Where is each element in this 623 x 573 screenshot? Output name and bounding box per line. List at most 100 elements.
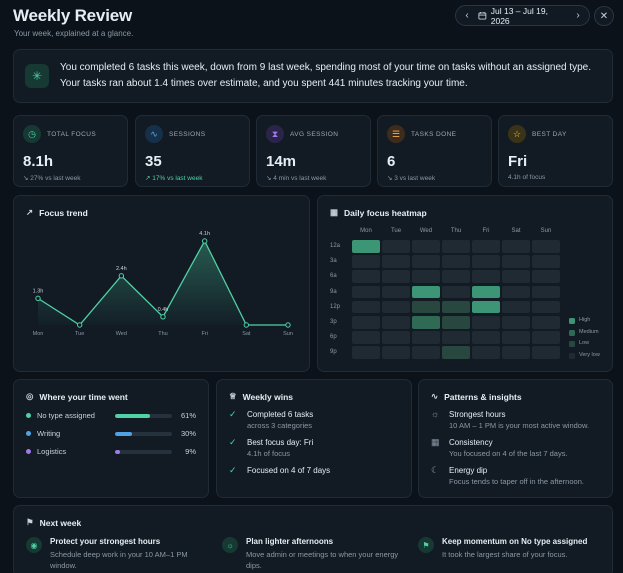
heatmap-cell — [412, 300, 440, 314]
stat-label: BEST DAY — [532, 130, 567, 138]
trend-point — [160, 314, 166, 320]
heatmap-cell — [442, 331, 470, 344]
close-button[interactable]: ✕ — [594, 6, 614, 26]
heatmap-cell — [502, 240, 530, 253]
stat-best-day: ☆ BEST DAY Fri 4.1h of focus — [498, 115, 613, 187]
heatmap-cell — [382, 270, 410, 284]
heatmap-legend-label: Very low — [579, 351, 600, 358]
stat-total-focus: ◷ TOTAL FOCUS 8.1h ↘ 27% vs last week — [13, 115, 128, 187]
heatmap-cell — [382, 255, 410, 268]
heatmap-cell — [412, 255, 440, 268]
heatmap-cell — [412, 316, 440, 329]
moon-icon: ☾ — [431, 465, 440, 475]
heatmap-grid: Mon Tue Wed Thu Fri Sat Sun 12a 3a 6a 9a 12p 3p 6p 9p H… — [318, 196, 612, 371]
trend-data-label: 4.1h — [199, 231, 210, 237]
stat-value: 6 — [387, 153, 396, 170]
heatmap-cell — [412, 331, 440, 344]
heatmap-hour-label: 9p — [330, 349, 337, 356]
heatmap-hour-label: 3a — [330, 258, 337, 265]
trend-data-label: 0.4h — [158, 307, 169, 313]
stat-label: TOTAL FOCUS — [47, 130, 97, 138]
chevron-right-icon[interactable]: › — [576, 10, 580, 21]
heatmap-cell — [442, 270, 470, 284]
heatmap-legend-label: High — [579, 317, 591, 323]
stat-tasks-done: ☰ TASKS DONE 6 ↘ 3 vs last week — [377, 115, 492, 187]
chevron-left-icon[interactable]: ‹ — [465, 10, 469, 21]
win-title: Completed 6 tasks — [247, 410, 314, 419]
next-week-card: ⚑ Next week ◉ Protect your strongest hours… — [13, 505, 613, 573]
trend-x-tick: Sat — [242, 331, 251, 337]
check-circle-icon: ✓ — [229, 409, 237, 419]
heatmap-cell — [502, 346, 530, 360]
heatmap-title: Daily focus heatmap — [344, 207, 427, 218]
heatmap-cell — [502, 255, 530, 268]
heatmap-cell — [442, 285, 470, 299]
heatmap-cell — [352, 270, 380, 284]
trend-x-tick: Sun — [283, 331, 293, 337]
close-icon: ✕ — [599, 10, 609, 22]
sun-icon: ☼ — [222, 537, 238, 553]
insight-detail: Focus tends to taper off in the afternoo… — [449, 477, 584, 486]
next-item: ☼ Plan lighter afternoons Move admin or me… — [222, 537, 412, 571]
heatmap-cell — [472, 255, 500, 268]
category-bar-fill — [115, 431, 133, 436]
heatmap-cell — [382, 346, 410, 360]
heatmap-cell — [382, 285, 410, 299]
category-bar-fill — [115, 449, 121, 454]
page-title: Weekly Review — [13, 6, 132, 25]
heatmap-legend-label: Medium — [579, 328, 599, 335]
heatmap-day-label: Tue — [390, 228, 402, 234]
heatmap-day-label: Mon — [360, 228, 372, 234]
insight-item: ☼ Strongest hours 10 AM – 1 PM is your mos… — [431, 409, 600, 430]
heatmap-cell — [472, 316, 500, 329]
category-bar — [115, 449, 172, 454]
calendar-icon: ▦ — [330, 207, 339, 217]
date-range-picker: ‹ Jul 13 – Jul 19, 2026 › — [455, 5, 590, 26]
heatmap-cell — [442, 255, 470, 268]
trend-up-icon: ↗ — [26, 207, 34, 217]
win-item: ✓ Completed 6 tasks across 3 categories — [229, 409, 399, 430]
insight-title: Energy dip — [449, 466, 488, 475]
win-item: ✓ Best focus day: Fri 4.1h of focus — [229, 437, 399, 458]
heatmap-day-label: Wed — [419, 228, 433, 234]
weekly-wins-card: ♕ Weekly wins ✓ Completed 6 tasks across 3 … — [216, 379, 412, 498]
heatmap-cell — [502, 331, 530, 344]
insight-item: ▦ Consistency You focused on 4 of the last… — [431, 437, 600, 458]
stat-value: 35 — [145, 153, 162, 170]
insight-detail: 10 AM – 1 PM is your most active window. — [449, 421, 590, 430]
heatmap-cell — [382, 300, 410, 314]
next-item-title: Protect your strongest hours — [50, 537, 161, 546]
category-dot — [26, 431, 31, 436]
check-circle-icon: ✓ — [229, 437, 237, 447]
category-dot — [26, 413, 31, 418]
trend-x-tick: Thu — [158, 331, 167, 337]
wins-title: Weekly wins — [242, 391, 294, 402]
calendar-icon — [478, 12, 487, 20]
heatmap-cell — [412, 240, 440, 253]
focus-trend-card: ↗ Focus trend 1.3h Mon Tue 2.4h Wed 0.4h Thu 4.1… — [13, 195, 310, 372]
trend-point — [285, 322, 291, 328]
heatmap-hour-label: 12a — [330, 243, 341, 249]
heatmap-cell — [352, 331, 380, 344]
trend-point — [35, 295, 41, 302]
date-range[interactable]: Jul 13 – Jul 19, 2026 — [478, 6, 567, 26]
heatmap-cell — [412, 346, 440, 360]
next-item: ⚑ Keep momentum on No type assigned It too… — [418, 537, 608, 560]
heatmap-cell — [442, 300, 470, 314]
pulse-icon: ∿ — [431, 391, 439, 401]
trend-x-tick: Fri — [201, 331, 207, 337]
heatmap-cell — [532, 285, 560, 299]
stat-value: Fri — [508, 153, 528, 170]
summary-line-1: You completed 6 tasks this week, down fr… — [60, 62, 592, 73]
trend-x-tick: Wed — [116, 331, 127, 337]
trophy-icon: ♕ — [229, 391, 237, 401]
category-pct: 30% — [180, 429, 196, 438]
stat-delta: ↗ 17% vs last week — [145, 175, 203, 182]
insight-title: Strongest hours — [449, 410, 506, 419]
category-bar — [115, 431, 172, 436]
heatmap-cell — [502, 316, 530, 329]
heatmap-cell — [352, 240, 380, 253]
stat-avg-session: ⧗ AVG SESSION 14m ↘ 4 min vs last week — [256, 115, 371, 187]
heatmap-cell — [532, 240, 560, 253]
trend-x-tick: Mon — [33, 331, 44, 337]
